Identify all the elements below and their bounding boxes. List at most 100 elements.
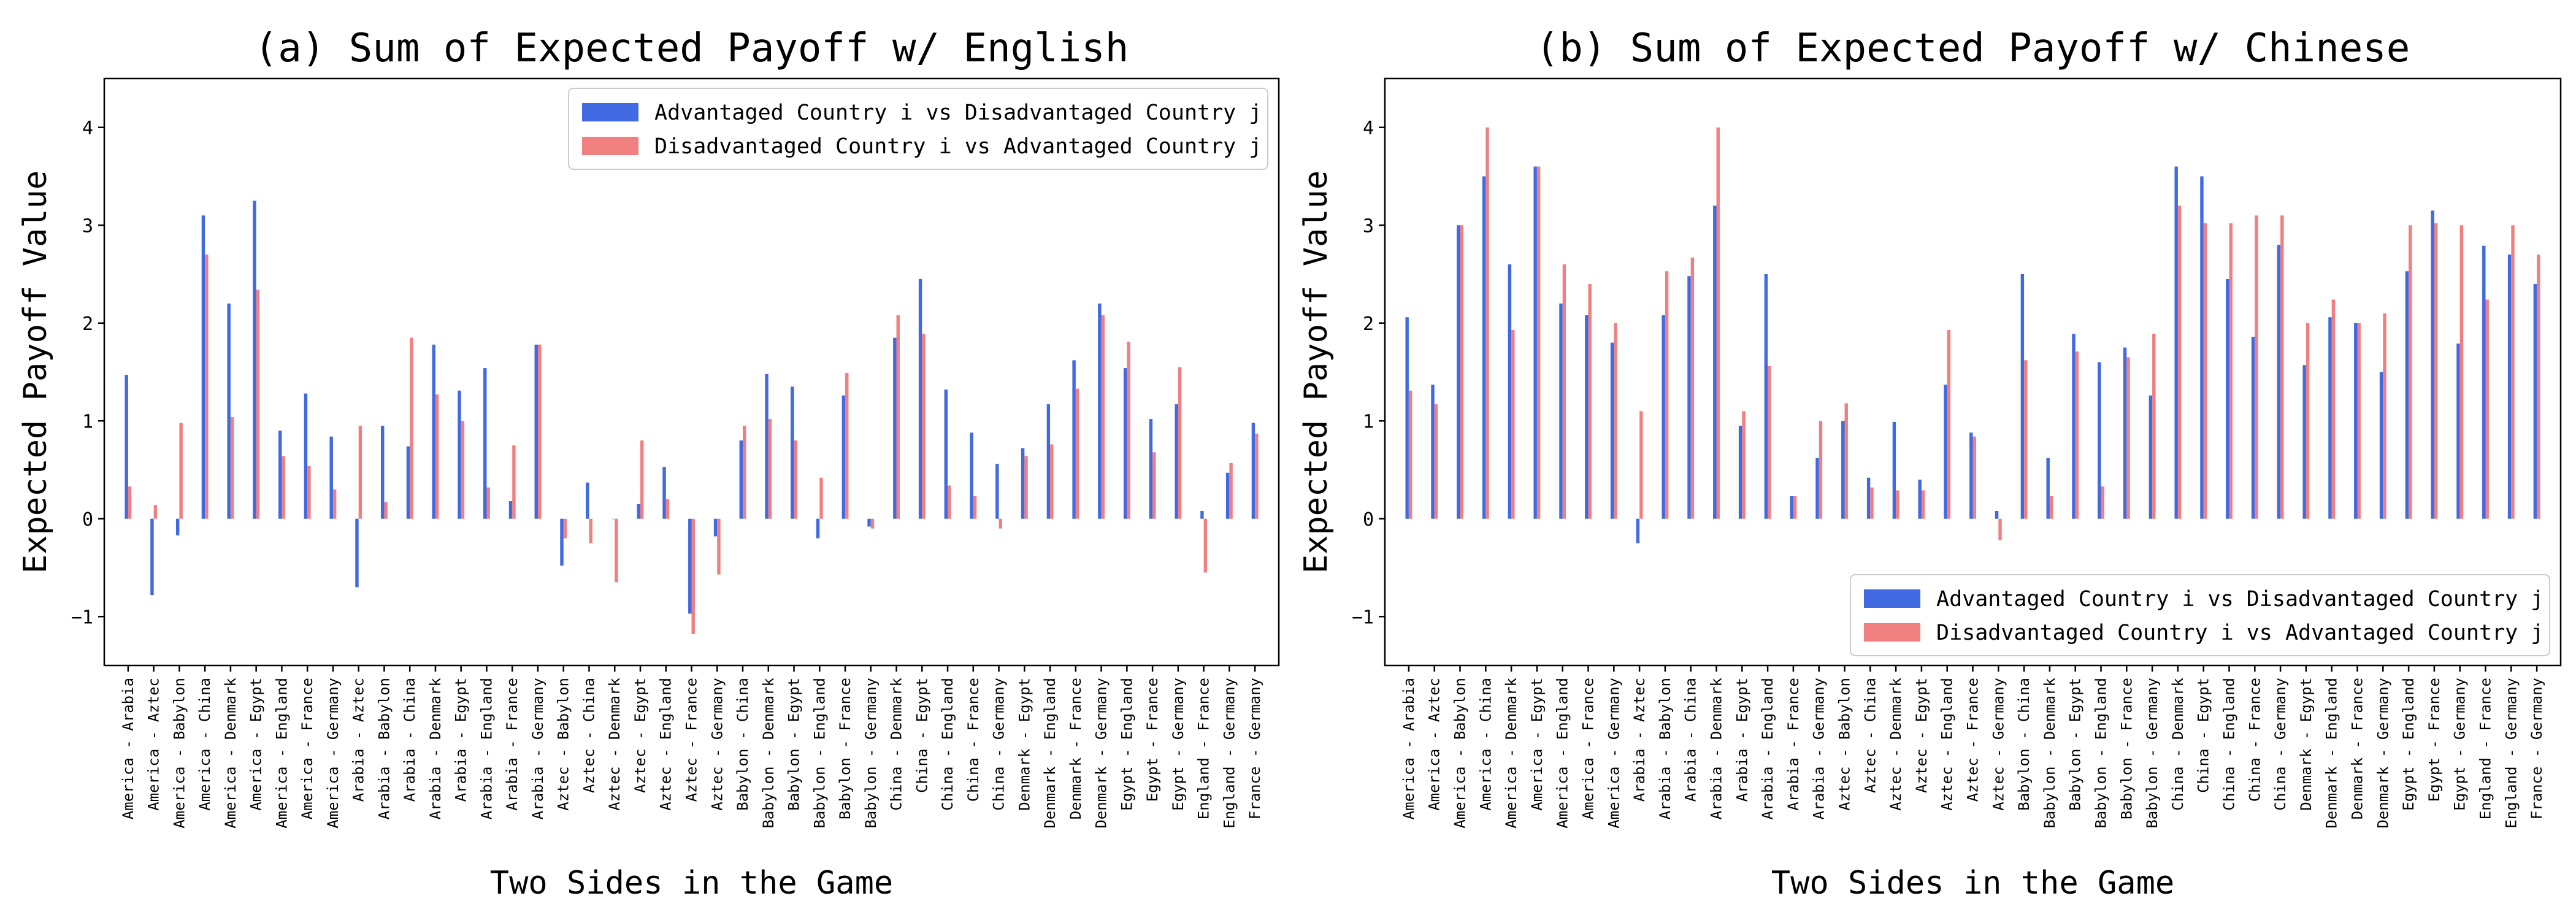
bar-advantaged (1098, 303, 1102, 519)
bar-advantaged (1123, 368, 1127, 519)
x-tick-label: Denmark - England (2323, 678, 2340, 829)
bar-disadvantaged (1742, 411, 1746, 519)
bar-advantaged (944, 389, 948, 519)
bar-disadvantaged (1101, 315, 1105, 519)
x-tick-label: America - Babylon (171, 678, 188, 829)
bar-disadvantaged (1716, 127, 1720, 519)
bar-disadvantaged (1536, 166, 1541, 519)
x-tick-label: Denmark - Egypt (2298, 678, 2315, 811)
x-tick-label: England - Germany (2502, 678, 2520, 829)
bar-advantaged (1251, 423, 1255, 519)
x-tick-label: America - Arabia (120, 678, 137, 819)
bar-disadvantaged (1690, 257, 1695, 519)
bars (1405, 127, 2540, 543)
bar-disadvantaged (1793, 496, 1797, 519)
x-tick-label: Arabia - England (478, 678, 495, 819)
bar-advantaged (713, 518, 718, 537)
bar-advantaged (1995, 510, 1999, 519)
bar-disadvantaged (1921, 490, 1925, 519)
bar-disadvantaged (307, 466, 311, 519)
bar-advantaged (765, 374, 769, 519)
x-tick-label: Arabia - Aztec (350, 678, 367, 802)
x-tick-label: Aztec - Babylon (555, 678, 572, 811)
bar-disadvantaged (2409, 225, 2412, 519)
bar-disadvantaged (1152, 452, 1156, 519)
bar-advantaged (1790, 496, 1793, 519)
x-tick-label: China - France (2246, 678, 2263, 802)
bar-disadvantaged (1562, 264, 1566, 519)
y-axis-label: Expected Payoff Value (17, 171, 54, 573)
x-tick-label: Arabia - England (1759, 678, 1776, 819)
x-tick-label: America - Aztec (145, 678, 163, 811)
x-tick-label: Babylon - France (2118, 678, 2135, 819)
bar-disadvantaged (768, 419, 772, 519)
bar-disadvantaged (2383, 313, 2386, 519)
bar-disadvantaged (922, 334, 926, 519)
x-tick-label: Aztec - Denmark (1887, 677, 1904, 810)
bar-advantaged (381, 426, 385, 519)
bar-advantaged (1969, 432, 1973, 519)
x-tick-label: China - Egypt (913, 678, 930, 793)
x-tick-label: America - Germany (1605, 678, 1622, 829)
bar-advantaged (970, 432, 973, 519)
bar-disadvantaged (819, 477, 823, 519)
bar-advantaged (918, 278, 922, 519)
x-tick-label: Babylon - Denmark (2041, 677, 2058, 828)
y-tick-label: 4 (1363, 118, 1374, 139)
bar-disadvantaged (2434, 223, 2438, 519)
bar-disadvantaged (870, 518, 875, 529)
x-tick-label: Aztec - France (1965, 678, 1982, 802)
bar-advantaged (483, 368, 487, 519)
x-tick-label: Aztec - Egypt (1913, 678, 1930, 793)
x-tick-label: Aztec - Egypt (632, 678, 649, 793)
bar-disadvantaged (640, 440, 644, 519)
bar-disadvantaged (845, 373, 849, 519)
x-tick-label: America - Aztec (1426, 678, 1443, 811)
bar-advantaged (2507, 255, 2512, 519)
x-tick-label: America - Denmark (222, 677, 239, 828)
bar-advantaged (1175, 404, 1178, 519)
bar-disadvantaged (691, 518, 695, 634)
x-tick-label: America - China (196, 678, 213, 811)
x-tick-label: Denmark - England (1041, 678, 1059, 829)
x-tick-label: Arabia - Denmark (427, 677, 444, 819)
x-tick-label: Arabia - Germany (1811, 678, 1828, 819)
y-tick-label: 0 (1363, 509, 1374, 531)
x-tick-label: Arabia - Babylon (1657, 678, 1674, 819)
bar-advantaged (2251, 337, 2255, 519)
x-tick-label: Arabia - Egypt (1733, 678, 1750, 802)
x-tick-label: Arabia - Germany (529, 678, 546, 819)
bar-advantaged (201, 215, 205, 519)
x-tick-label: Denmark - Germany (2374, 678, 2391, 829)
bar-disadvantaged (1178, 367, 1182, 519)
bar-disadvantaged (1229, 462, 1233, 519)
x-tick-label: Arabia - Aztec (1631, 678, 1648, 802)
y-tick-label: 2 (1363, 313, 1374, 335)
bar-disadvantaged (256, 289, 260, 519)
bar-disadvantaged (2280, 215, 2284, 519)
bar-disadvantaged (1511, 329, 1515, 519)
bar-advantaged (508, 501, 513, 519)
bar-advantaged (1046, 404, 1051, 519)
bar-advantaged (637, 504, 640, 519)
legend-label: Disadvantaged Country i vs Advantaged Co… (1936, 621, 2543, 645)
x-tick-label: Egypt - Germany (1170, 678, 1187, 811)
bar-advantaged (2533, 283, 2537, 519)
x-tick-label: Aztec - Denmark (606, 677, 623, 810)
x-tick-label: China - England (939, 678, 956, 811)
bar-disadvantaged (230, 416, 234, 519)
y-axis-label: Expected Payoff Value (1298, 171, 1335, 573)
bar-advantaged (1200, 510, 1204, 519)
bar-disadvantaged (2049, 496, 2053, 519)
legend: Advantaged Country i vs Disadvantaged Co… (568, 88, 1268, 170)
bar-advantaged (1149, 419, 1153, 519)
bar-disadvantaged (1972, 436, 1976, 519)
bar-advantaged (1738, 426, 1742, 519)
x-tick-label: China - Denmark (888, 677, 905, 810)
bar-disadvantaged (282, 456, 285, 519)
bar-advantaged (355, 518, 359, 588)
bar-advantaged (1662, 315, 1665, 519)
legend-label: Disadvantaged Country i vs Advantaged Co… (654, 134, 1262, 159)
bar-disadvantaged (1588, 283, 1592, 519)
x-tick-label: Arabia - Egypt (453, 678, 470, 802)
